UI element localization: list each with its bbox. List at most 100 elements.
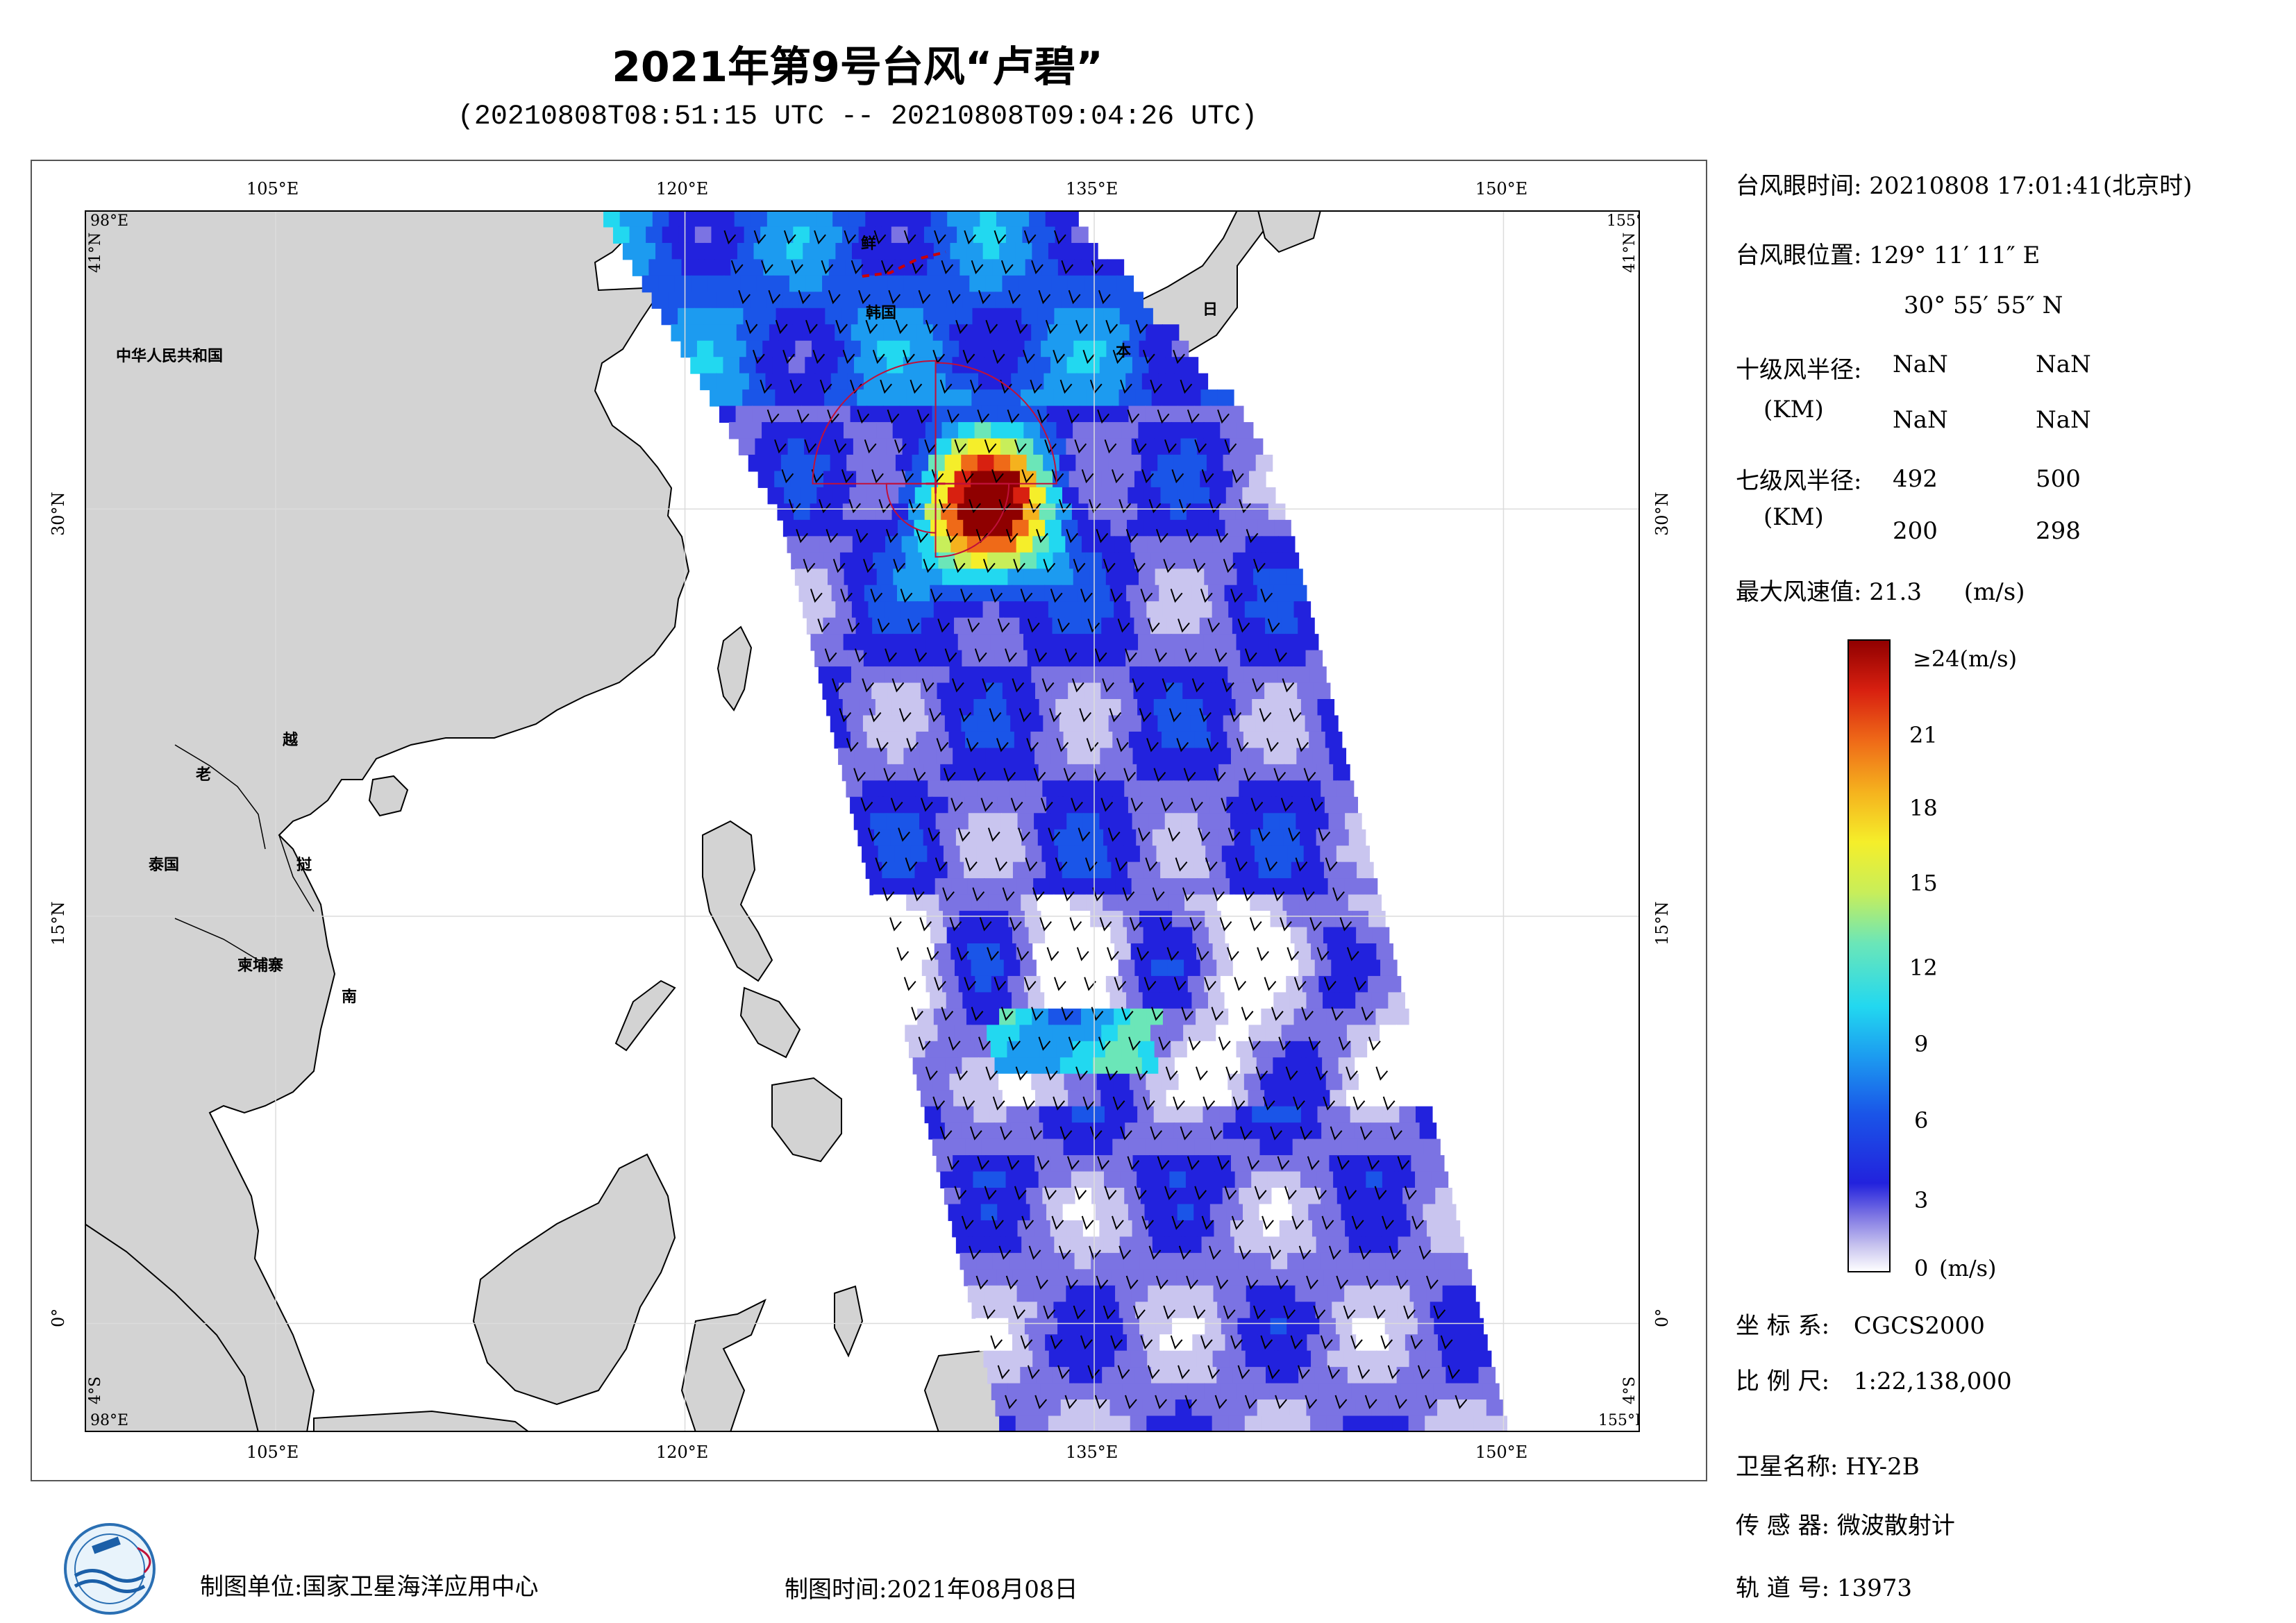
wind-cell (1064, 666, 1082, 684)
wind-cell (1255, 715, 1273, 732)
wind-barb (1030, 1126, 1043, 1141)
wind-barb (1257, 947, 1269, 961)
wind-cell (989, 503, 1007, 521)
wind-barb (885, 529, 898, 544)
wind-cell (1309, 1138, 1326, 1157)
wind-cell (1162, 1415, 1180, 1432)
wind-cell (1202, 1171, 1220, 1188)
wind-cell (1490, 1415, 1508, 1432)
wind-cell (1016, 438, 1034, 455)
wind-cell (1160, 861, 1178, 880)
wind-barb (1075, 1066, 1088, 1081)
wind-cell (1200, 389, 1218, 407)
wind-cell (946, 585, 964, 603)
wind-cell (1214, 1220, 1232, 1238)
wind-cell (1209, 487, 1227, 505)
wind-cell (1125, 1057, 1143, 1075)
wind-barb (1148, 1245, 1162, 1260)
wind-cell (773, 275, 790, 293)
wind-barb (1186, 529, 1198, 544)
wind-barb (1040, 798, 1053, 812)
colorbar-label-3: 3 (1914, 1187, 1929, 1213)
wind-cell (1132, 1155, 1150, 1172)
wind-barb (1155, 1395, 1167, 1409)
wind-cell (783, 210, 801, 228)
wind-barb (985, 319, 998, 335)
wind-cell (1269, 1383, 1287, 1401)
wind-cell (1239, 715, 1257, 732)
wind-cell (1077, 992, 1094, 1009)
wind-barb (1223, 559, 1236, 573)
wind-cell (1433, 1383, 1451, 1401)
wind-barb (1366, 1275, 1379, 1290)
wind-barb (1180, 379, 1193, 394)
wind-cell (914, 927, 932, 944)
wind-cell (1191, 650, 1209, 668)
wind-barb (1320, 1335, 1333, 1349)
wind-cell (1032, 242, 1049, 260)
wind-barb (937, 619, 950, 633)
wind-barb (1300, 1126, 1313, 1141)
wind-cell (1175, 927, 1193, 944)
wind-cell (1280, 1090, 1298, 1107)
wind-cell (927, 259, 944, 276)
wind-cell (957, 1106, 975, 1124)
wind-cell (1238, 846, 1255, 863)
wind-cell (1096, 731, 1114, 749)
wind-cell (1104, 1171, 1121, 1188)
wind-cell (960, 1188, 978, 1205)
wind-cell (1363, 1025, 1381, 1042)
wind-cell (1014, 731, 1032, 749)
wind-cell (1003, 1025, 1021, 1042)
wind-cell (1221, 1252, 1239, 1270)
wind-cell (980, 1204, 998, 1221)
wind-barb (914, 648, 928, 663)
wind-cell (1053, 894, 1071, 912)
wind-barb (1189, 917, 1203, 932)
wind-cell (900, 666, 918, 684)
wind-cell (862, 455, 880, 472)
wind-cell (996, 210, 1014, 228)
wind-cell (1239, 455, 1257, 472)
wind-barb (1058, 1245, 1071, 1260)
wind-cell (1293, 1073, 1311, 1091)
wind-cell (925, 422, 943, 439)
wind-barb (1132, 678, 1145, 693)
wind-barb (980, 798, 994, 812)
wind-cell (1007, 422, 1025, 439)
wind-cell (1342, 1073, 1359, 1091)
wind-cell (1369, 1252, 1386, 1270)
wind-cell (1434, 1252, 1452, 1270)
wind-cell (1236, 634, 1254, 651)
wind-cell (953, 1155, 970, 1172)
wind-cell (688, 242, 705, 260)
wind-cell (1009, 846, 1026, 863)
wind-barb (803, 559, 816, 573)
wind-barb (1170, 1335, 1183, 1349)
wind-cell (1333, 1171, 1350, 1188)
wind-barb (978, 289, 991, 305)
orbit-label: 轨 道 号: (1736, 1574, 1830, 1602)
wind-cell (1243, 1138, 1261, 1157)
colorbar-label-18: 18 (1909, 795, 1938, 821)
wind-field-map[interactable]: 中华人民共和国 鲜 韩国 日 本 老 越 泰国 挝 柬埔寨 南 98°E 155… (85, 210, 1640, 1432)
wind-cell (1437, 1399, 1455, 1417)
wind-cell (1248, 1025, 1266, 1042)
wind-cell (919, 748, 937, 765)
wind-barb (1182, 887, 1195, 902)
wind-cell (941, 422, 960, 439)
wind-cell (1230, 1155, 1248, 1172)
wind-cell (669, 210, 686, 228)
wind-barb (1224, 1186, 1237, 1200)
wind-cell (1036, 959, 1054, 977)
wind-cell (1152, 829, 1170, 847)
wind-barb (847, 619, 860, 633)
wind-cell (1159, 1399, 1176, 1417)
wind-barb (1115, 857, 1128, 872)
lon-tick-bottom-120: 120°E (656, 1443, 709, 1462)
wind-cell (1074, 259, 1092, 276)
wind-cell (664, 259, 682, 276)
wind-cell (1407, 1138, 1425, 1157)
wind-cell (969, 357, 986, 374)
wind-barb (1023, 1096, 1035, 1111)
